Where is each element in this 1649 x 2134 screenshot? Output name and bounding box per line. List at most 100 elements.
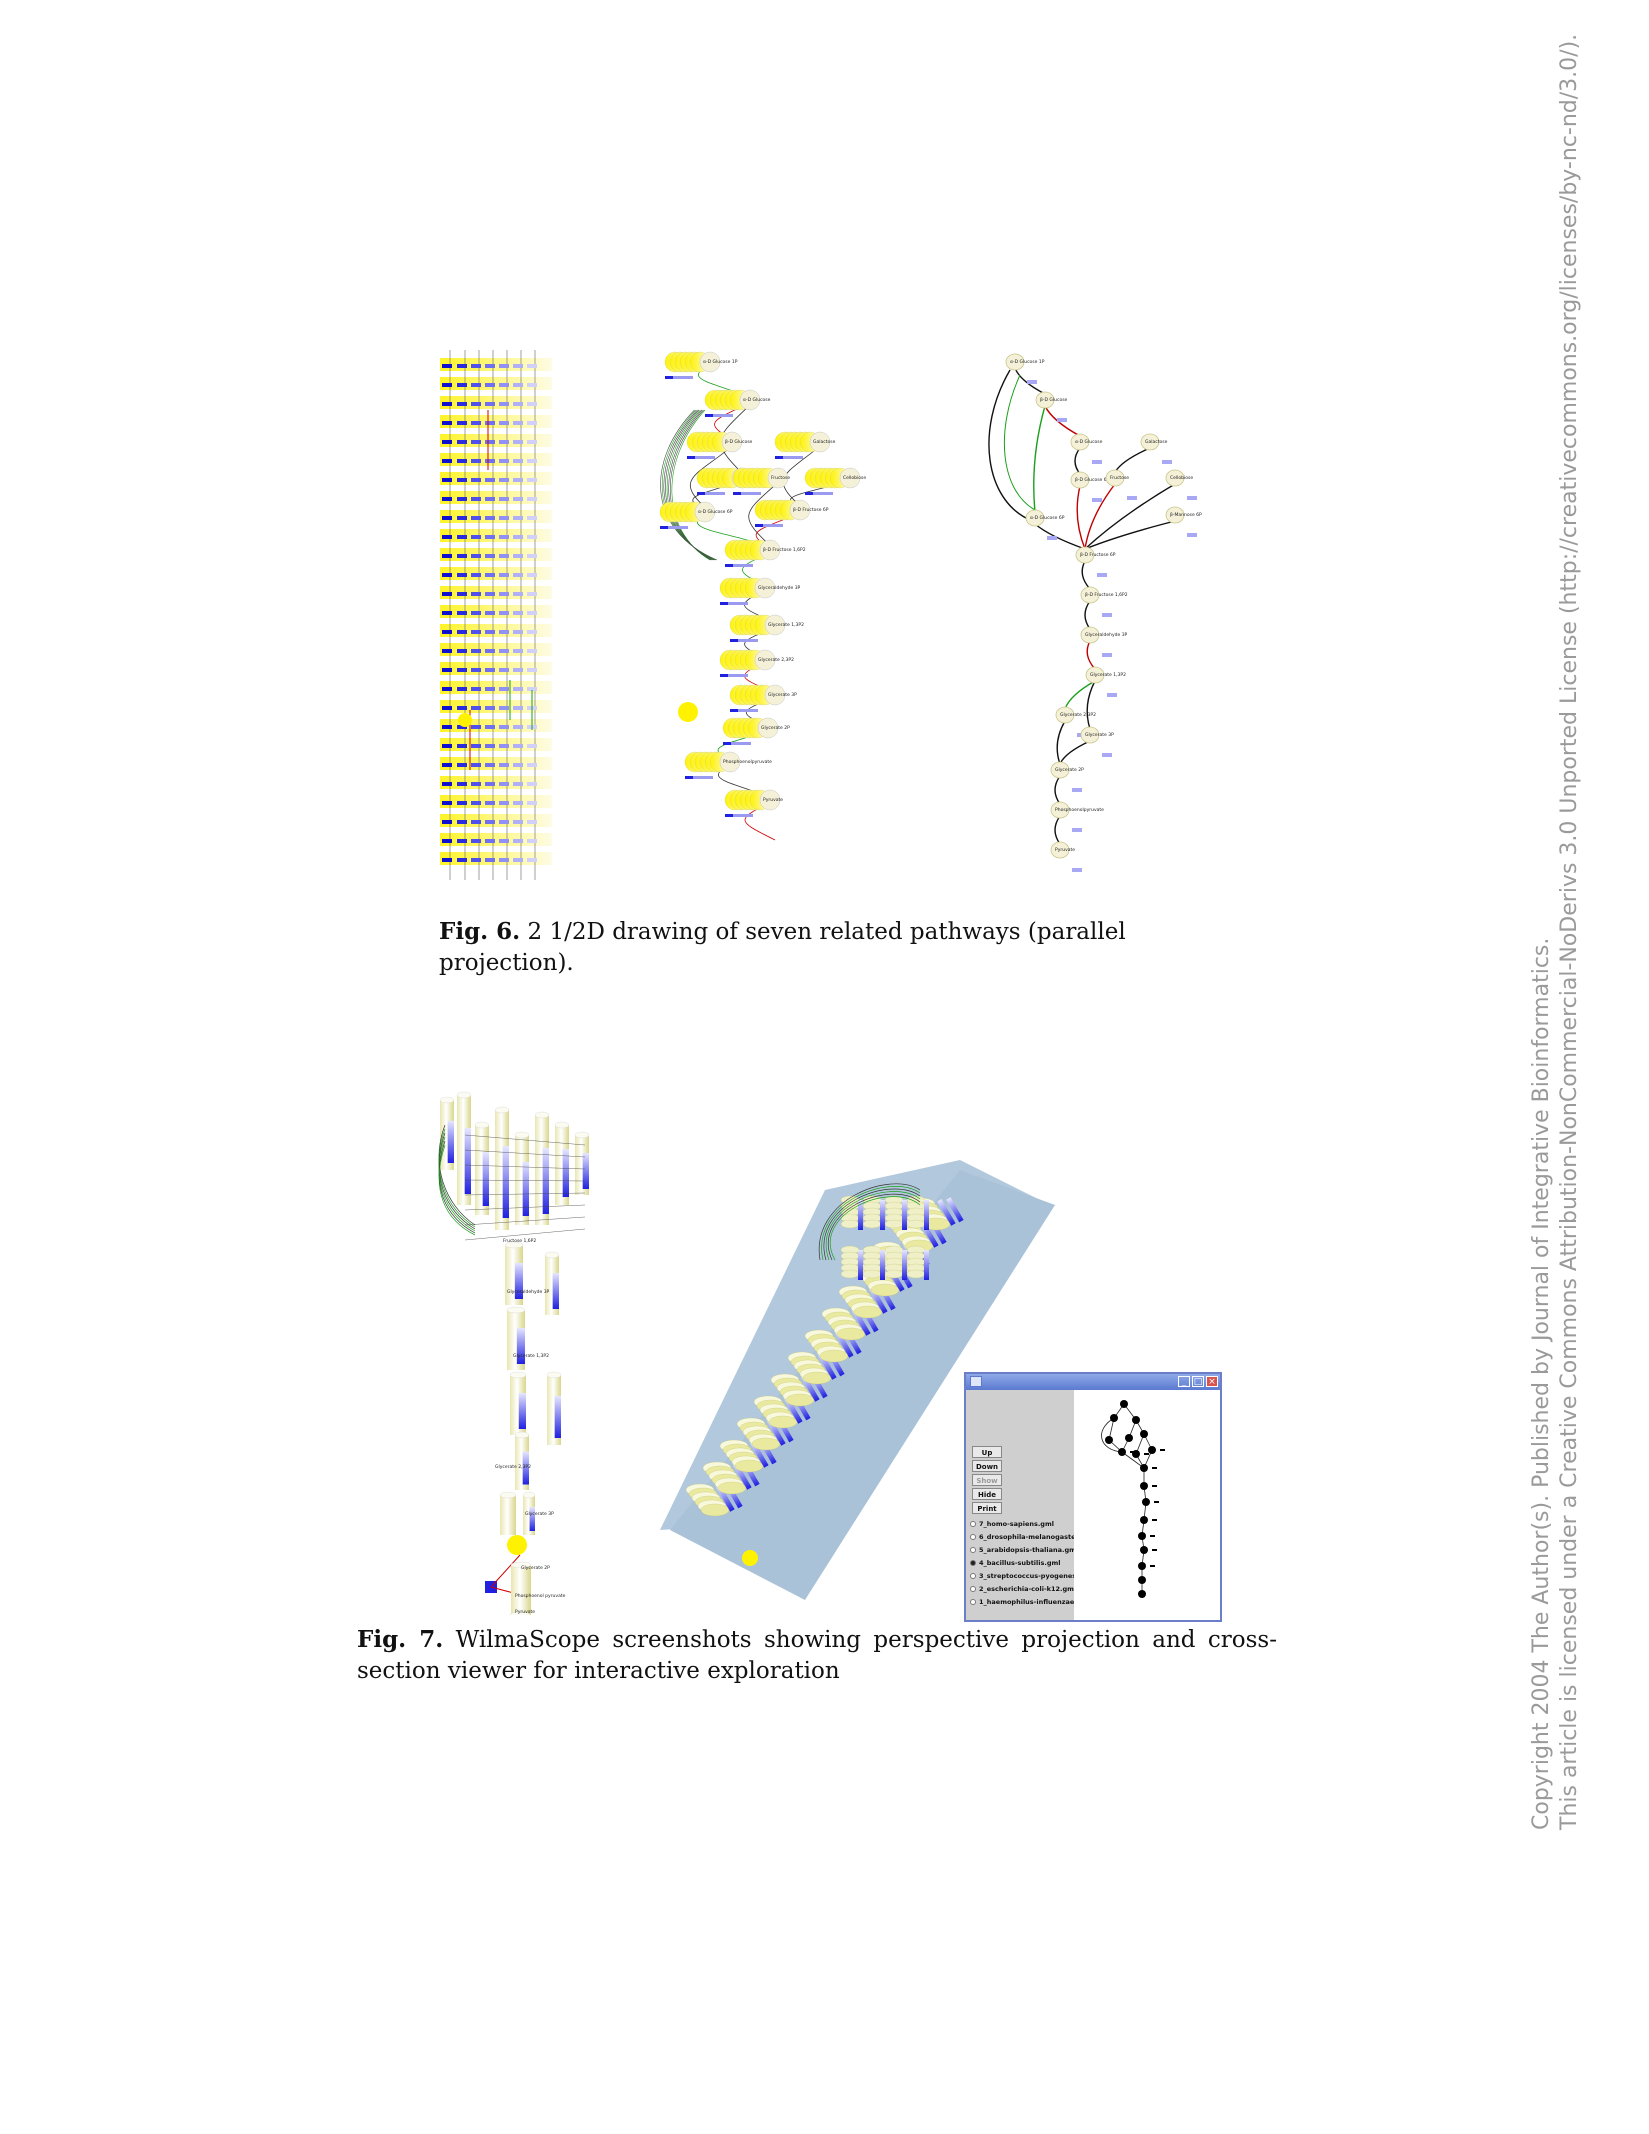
reaction-edge [1115, 448, 1150, 472]
enzyme-marker [457, 573, 467, 577]
enzyme-bar [503, 1146, 509, 1218]
enzyme-marker [1072, 788, 1082, 792]
enzyme-bar [553, 1273, 559, 1309]
graph-node [1140, 1546, 1148, 1554]
enzyme-marker [485, 440, 495, 444]
node-label: Phosphoenol pyruvate [515, 1593, 566, 1599]
graph-node [1140, 1516, 1148, 1524]
graph-file-option[interactable]: 5_arabidopsis-thaliana.gml [970, 1545, 1078, 1556]
file-name: 4_bacillus-subtilis.gml [979, 1559, 1060, 1567]
enzyme-marker [471, 421, 481, 425]
node-layer [871, 1284, 899, 1296]
graph-file-option[interactable]: 4_bacillus-subtilis.gml [970, 1558, 1060, 1569]
node-layer [907, 1220, 925, 1228]
node-label: Cellobiose [843, 475, 866, 481]
enzyme-marker [1150, 1565, 1155, 1567]
maximize-icon[interactable]: □ [1192, 1376, 1204, 1387]
enzyme-marker [457, 839, 467, 843]
enzyme-marker [457, 497, 467, 501]
radio-icon[interactable] [970, 1534, 976, 1540]
graph-file-option[interactable]: 1_haemophilus-influenzae.gml [970, 1597, 1090, 1608]
metabolite-node: Glycerate 2,3P2 [720, 650, 794, 670]
enzyme-marker [513, 497, 523, 501]
enzyme-marker [513, 478, 523, 482]
node-label: β-D Glucose [725, 439, 753, 445]
radio-icon[interactable] [970, 1599, 976, 1605]
node-cylinder [495, 1107, 509, 1230]
enzyme-marker [485, 573, 495, 577]
enzyme-marker [1102, 653, 1112, 657]
enzyme-marker [485, 611, 495, 615]
node-cylinder [555, 1122, 569, 1205]
node-cylinder [547, 1372, 561, 1445]
reaction-edge [1034, 406, 1045, 512]
enzyme-marker [513, 782, 523, 786]
minimize-icon[interactable]: _ [1178, 1376, 1190, 1387]
enzyme-marker [499, 497, 509, 501]
fig6-middle-panel: α-D Glucose 1Pα-D Glucoseβ-D Glucoseβ-D … [655, 350, 895, 880]
enzyme-marker [513, 744, 523, 748]
cylinder-top [440, 1097, 454, 1103]
cylinder-body [500, 1495, 516, 1535]
node-layer [769, 1416, 797, 1428]
enzyme-marker [442, 782, 452, 786]
enzyme-marker [499, 782, 509, 786]
enzyme-marker [527, 402, 537, 406]
reaction-edge [1085, 521, 1175, 549]
enzyme-marker [499, 440, 509, 444]
node-marker [742, 1550, 758, 1566]
show-button[interactable]: Show [972, 1474, 1002, 1486]
enzyme-marker [485, 782, 495, 786]
node-label: α-D Glucose [743, 397, 771, 403]
enzyme-marker [527, 421, 537, 425]
node-label: Glyceraldehyde 3P [507, 1289, 550, 1295]
reaction-edge [1060, 741, 1090, 764]
enzyme-marker [442, 858, 452, 862]
cylinder-top [510, 1372, 526, 1378]
down-button[interactable]: Down [972, 1460, 1002, 1472]
metabolite-node: α-D Glucose 1P [665, 352, 738, 372]
enzyme-marker [513, 516, 523, 520]
enzyme-marker [513, 706, 523, 710]
graph-file-option[interactable]: 7_homo-sapiens.gml [970, 1519, 1054, 1530]
enzyme-marker [442, 744, 452, 748]
radio-icon[interactable] [970, 1560, 976, 1566]
node-label: Pyruvate [763, 797, 783, 803]
enzyme-marker [499, 801, 509, 805]
reaction-edge [1102, 1418, 1122, 1452]
metabolite-node: β-D Glucose [687, 432, 753, 452]
metabolite-node: β-D Glucose 6P [1071, 472, 1110, 488]
enzyme-marker [442, 440, 452, 444]
radio-icon[interactable] [970, 1521, 976, 1527]
node-cylinder [515, 1432, 529, 1490]
enzyme-marker [457, 763, 467, 767]
enzyme-marker [499, 744, 509, 748]
enzyme-marker [527, 858, 537, 862]
radio-icon[interactable] [970, 1547, 976, 1553]
metabolite-node: Glycerate 3P [730, 685, 797, 705]
fig7-caption-label: Fig. 7. [357, 1626, 443, 1653]
enzyme-marker [442, 706, 452, 710]
graph-file-option[interactable]: 2_escherichia-coli-k12.gml [970, 1584, 1076, 1595]
enzyme-marker [527, 782, 537, 786]
node-layer [863, 1220, 881, 1228]
enzyme-bar [924, 1200, 929, 1230]
close-icon[interactable]: × [1206, 1376, 1218, 1387]
enzyme-marker [457, 421, 467, 425]
enzyme-marker [485, 592, 495, 596]
up-button[interactable]: Up [972, 1446, 1002, 1458]
cross-section-viewer-window[interactable]: _ □ × Up Down Show Hide Print 7_homo-sap… [964, 1372, 1222, 1622]
enzyme-marker [499, 649, 509, 653]
enzyme-marker [513, 383, 523, 387]
radio-icon[interactable] [970, 1573, 976, 1579]
print-button[interactable]: Print [972, 1502, 1002, 1514]
radio-icon[interactable] [970, 1586, 976, 1592]
node-label: β-D Glucose 6P [1075, 477, 1110, 483]
enzyme-marker [499, 516, 509, 520]
viewer-titlebar[interactable]: _ □ × [966, 1374, 1220, 1390]
hide-button[interactable]: Hide [972, 1488, 1002, 1500]
node-label: Glyceraldehyde 3P [758, 585, 801, 591]
enzyme-marker [485, 402, 495, 406]
node-label: Fructose 1,6P2 [503, 1238, 536, 1244]
node-label: α-D Glucose 6P [698, 509, 733, 515]
